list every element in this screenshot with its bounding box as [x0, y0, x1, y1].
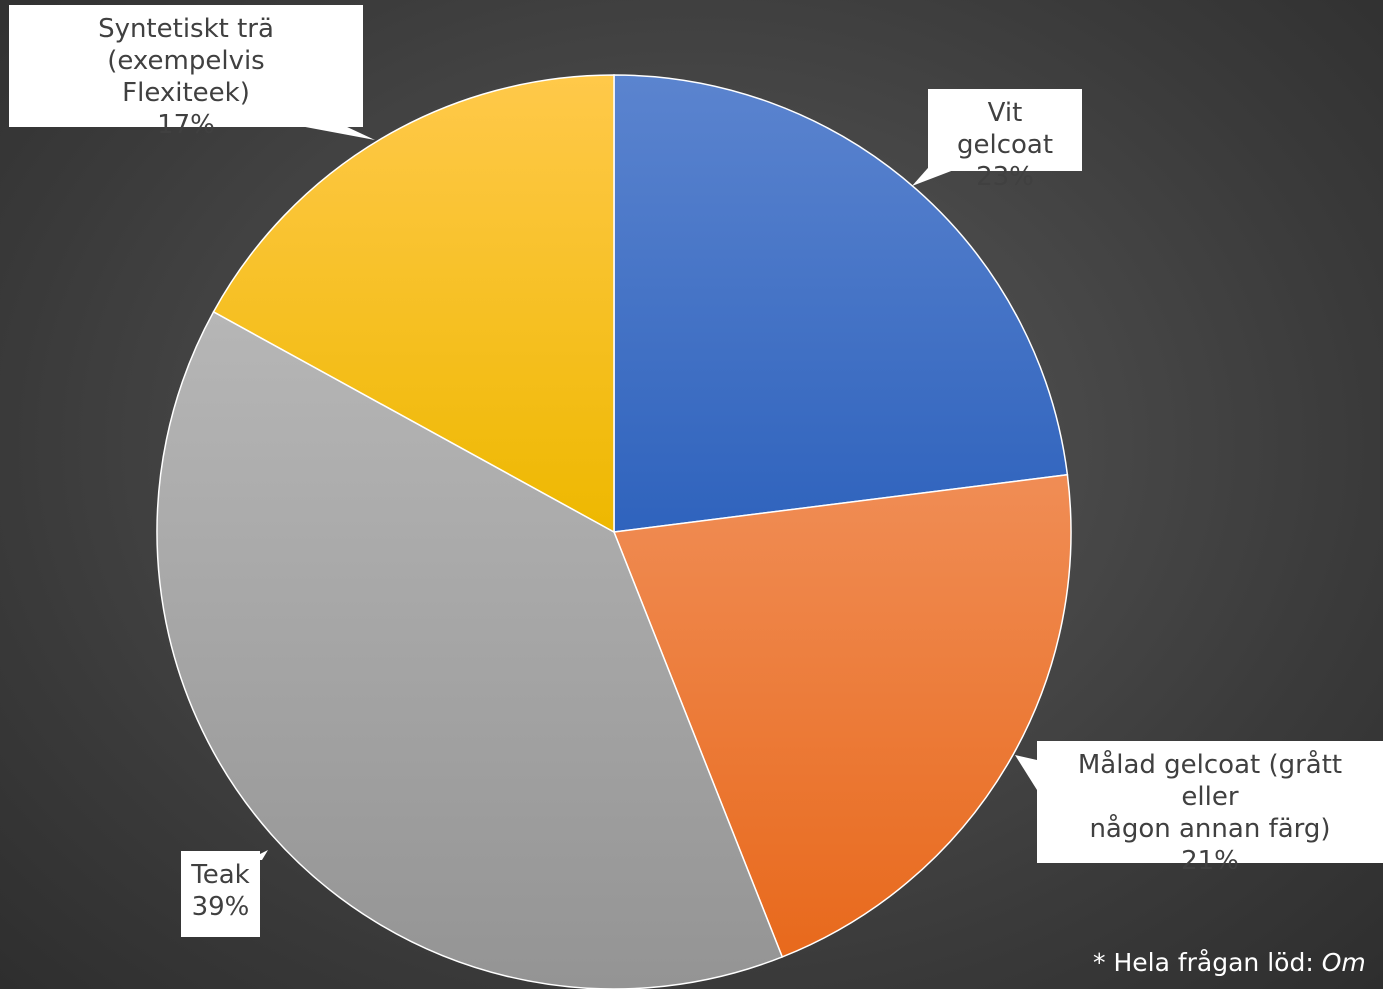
data-label-category: Teak — [191, 860, 250, 890]
data-label-vit-gelcoat: Vit gelcoat 23% — [928, 89, 1082, 192]
footnote-prefix: * Hela frågan löd: — [1093, 948, 1322, 977]
data-label-percent: 39% — [191, 892, 250, 922]
footnote-italic: Om — [1321, 948, 1366, 977]
data-label-teak: Teak 39% — [181, 851, 260, 937]
pie-slice-vit-gelcoat — [613, 74, 1069, 533]
data-label-category-line2: Flexiteek) — [122, 78, 250, 108]
data-label-category: Vit gelcoat — [956, 98, 1054, 160]
pie-slice-syntetiskt-tra — [212, 74, 615, 534]
leader-malad-gelcoat — [1015, 755, 1037, 790]
data-label-malad-gelcoat: Målad gelcoat (grått eller någon annan f… — [1037, 741, 1383, 876]
data-label-percent: 21% — [1181, 846, 1239, 876]
pie-slice-malad-gelcoat — [612, 473, 1072, 958]
data-label-category: Syntetiskt trä (exempelvis — [98, 14, 274, 76]
data-label-syntetiskt-tra: Syntetiskt trä (exempelvis Flexiteek) 17… — [9, 5, 363, 140]
data-label-category-line2: någon annan färg) — [1089, 814, 1331, 844]
footnote: * Hela frågan löd: Om — [1093, 948, 1366, 977]
data-label-category: Målad gelcoat (grått eller — [1077, 750, 1343, 812]
data-label-percent: 23% — [976, 162, 1034, 192]
leader-syntetiskt-tra — [300, 126, 375, 140]
data-label-percent: 17% — [157, 110, 215, 140]
